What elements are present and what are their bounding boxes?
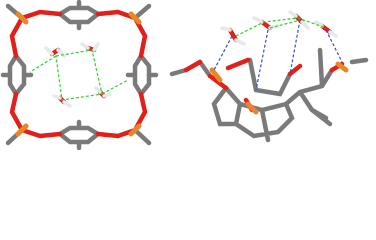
oxygen-atoms xyxy=(183,13,345,113)
cage-top-view xyxy=(0,0,159,150)
water-oxygens xyxy=(49,45,107,105)
cage-side-view xyxy=(169,10,369,143)
methyl-sticks xyxy=(5,3,152,146)
blue-contacts xyxy=(213,19,343,91)
ring-left xyxy=(0,52,34,98)
ring-right xyxy=(125,52,159,98)
page: (() => { const data = JSON.parse(documen… xyxy=(0,0,369,150)
water-hydrogens xyxy=(44,42,112,108)
hydrogen-bonds xyxy=(235,17,327,37)
hydrogen-bonds xyxy=(29,49,129,101)
ring-bottom xyxy=(56,119,102,150)
molecular-structures xyxy=(0,0,369,150)
ring-top xyxy=(56,0,102,31)
phosphorus xyxy=(15,11,142,137)
phosphorus xyxy=(209,61,349,115)
carbon-frame xyxy=(169,47,369,143)
water-hydrogens xyxy=(220,10,338,46)
oxygen-links xyxy=(9,9,148,139)
